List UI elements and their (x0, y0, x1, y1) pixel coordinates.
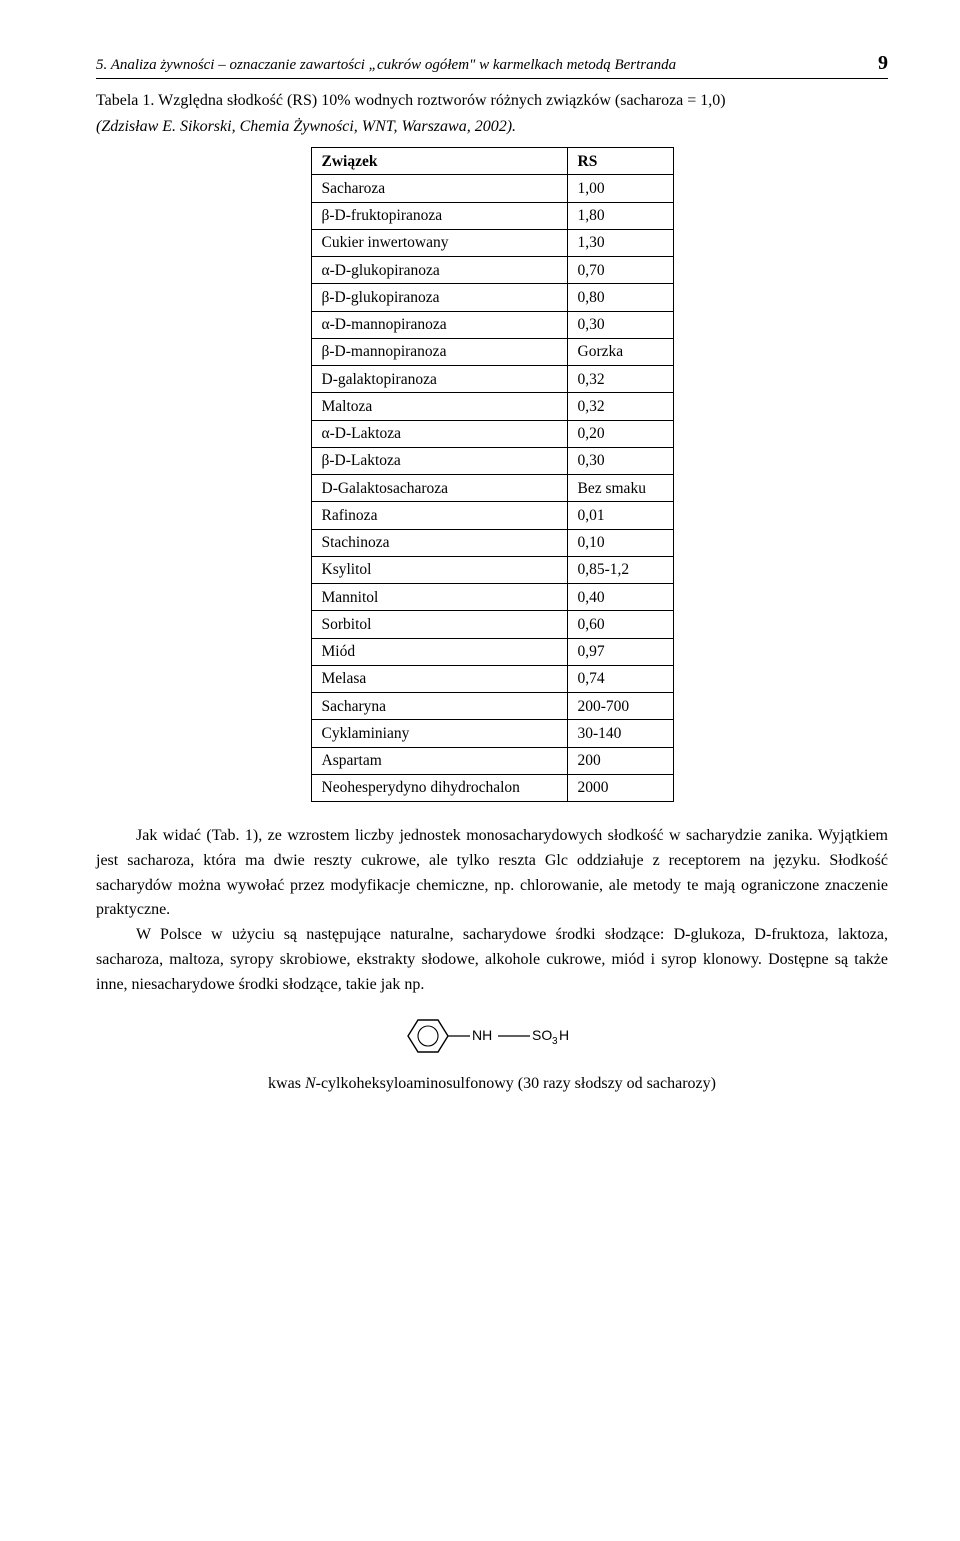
rs-cell: 0,30 (567, 311, 673, 338)
compound-cell: α-D-Laktoza (311, 420, 567, 447)
table-header-compound: Związek (311, 148, 567, 175)
rs-cell: 0,32 (567, 393, 673, 420)
compound-cell: Maltoza (311, 393, 567, 420)
rs-cell: 0,01 (567, 502, 673, 529)
table-header-rs: RS (567, 148, 673, 175)
rs-cell: 1,80 (567, 202, 673, 229)
table-row: Sacharoza1,00 (311, 175, 673, 202)
table-row: Mannitol0,40 (311, 584, 673, 611)
rs-cell: 0,40 (567, 584, 673, 611)
compound-cell: Cukier inwertowany (311, 229, 567, 256)
table-row: Cukier inwertowany1,30 (311, 229, 673, 256)
table-row: Stachinoza0,10 (311, 529, 673, 556)
table-row: β-D-glukopiranoza0,80 (311, 284, 673, 311)
paragraph-1: Jak widać (Tab. 1), ze wzrostem liczby j… (96, 824, 888, 923)
p2-smallcaps-d2: D (754, 926, 766, 943)
table-row: Neohesperydyno dihydrochalon2000 (311, 774, 673, 801)
compound-cell: Sacharyna (311, 693, 567, 720)
table-row: α-D-glukopiranoza0,70 (311, 257, 673, 284)
table-row: Aspartam200 (311, 747, 673, 774)
rs-cell: 0,60 (567, 611, 673, 638)
formula-caption-a: kwas (268, 1075, 305, 1092)
table-row: α-D-mannopiranoza0,30 (311, 311, 673, 338)
compound-cell: D-Galaktosacharoza (311, 475, 567, 502)
page-header: 5. Analiza żywności – oznaczanie zawarto… (96, 48, 888, 79)
compound-cell: β-D-glukopiranoza (311, 284, 567, 311)
table-row: Ksylitol0,85-1,2 (311, 556, 673, 583)
formula-caption: kwas N-cylkoheksyloaminosulfonowy (30 ra… (96, 1072, 888, 1096)
sweetness-table: Związek RS Sacharoza1,00 β-D-fruktopiran… (311, 147, 674, 802)
table-row: Miód0,97 (311, 638, 673, 665)
compound-cell: Sorbitol (311, 611, 567, 638)
rs-cell: Gorzka (567, 338, 673, 365)
page-header-title: 5. Analiza żywności – oznaczanie zawarto… (96, 54, 676, 77)
table-row: Melasa0,74 (311, 665, 673, 692)
table-row: α-D-Laktoza0,20 (311, 420, 673, 447)
table-row: Maltoza0,32 (311, 393, 673, 420)
rs-cell: 0,74 (567, 665, 673, 692)
rs-cell: 30-140 (567, 720, 673, 747)
table-row: D-GalaktosacharozaBez smaku (311, 475, 673, 502)
svg-text:SO: SO (532, 1027, 552, 1043)
rs-cell: 0,32 (567, 366, 673, 393)
compound-cell: Aspartam (311, 747, 567, 774)
compound-cell: β-D-mannopiranoza (311, 338, 567, 365)
compound-cell: Cyklaminiany (311, 720, 567, 747)
table-row: β-D-Laktoza0,30 (311, 447, 673, 474)
compound-cell: Neohesperydyno dihydrochalon (311, 774, 567, 801)
table-row: Sacharyna200-700 (311, 693, 673, 720)
svg-text:H: H (559, 1027, 569, 1043)
table-row: Cyklaminiany30-140 (311, 720, 673, 747)
table-caption-source: (Zdzisław E. Sikorski, Chemia Żywności, … (96, 115, 888, 139)
compound-cell: Mannitol (311, 584, 567, 611)
rs-cell: 1,00 (567, 175, 673, 202)
formula-caption-c: -cylkoheksyloaminosulfonowy (30 razy sło… (316, 1075, 716, 1092)
formula-caption-italic-n: N (305, 1075, 316, 1092)
table-row: Sorbitol0,60 (311, 611, 673, 638)
rs-cell: 1,30 (567, 229, 673, 256)
compound-cell: α-D-mannopiranoza (311, 311, 567, 338)
svg-text:NH: NH (472, 1027, 492, 1043)
compound-cell: Melasa (311, 665, 567, 692)
chemical-formula-block: NH SO 3 H kwas N-cylkoheksyloaminosulfon… (96, 1012, 888, 1096)
rs-cell: 0,10 (567, 529, 673, 556)
table-row: β-D-fruktopiranoza1,80 (311, 202, 673, 229)
compound-cell: Stachinoza (311, 529, 567, 556)
p2-text-c: -glukoza, (685, 926, 754, 943)
compound-cell: Miód (311, 638, 567, 665)
p2-smallcaps-d1: D (674, 926, 686, 943)
rs-cell: 0,80 (567, 284, 673, 311)
benzene-ring-icon: NH SO 3 H (390, 1012, 590, 1068)
compound-cell: Sacharoza (311, 175, 567, 202)
rs-cell: 200-700 (567, 693, 673, 720)
rs-cell: 0,20 (567, 420, 673, 447)
rs-cell: 0,70 (567, 257, 673, 284)
table-caption-line1: Tabela 1. Względna słodkość (RS) 10% wod… (96, 92, 726, 109)
compound-cell: Rafinoza (311, 502, 567, 529)
table-header-row: Związek RS (311, 148, 673, 175)
compound-cell: Ksylitol (311, 556, 567, 583)
rs-cell: Bez smaku (567, 475, 673, 502)
p2-text-a: W Polsce w użyciu są następujące natural… (136, 926, 674, 943)
compound-cell: β-D-Laktoza (311, 447, 567, 474)
rs-cell: 200 (567, 747, 673, 774)
paragraph-2: W Polsce w użyciu są następujące natural… (96, 923, 888, 997)
rs-cell: 0,85-1,2 (567, 556, 673, 583)
rs-cell: 0,30 (567, 447, 673, 474)
rs-cell: 0,97 (567, 638, 673, 665)
table-row: β-D-mannopiranozaGorzka (311, 338, 673, 365)
compound-cell: β-D-fruktopiranoza (311, 202, 567, 229)
page-number: 9 (878, 48, 888, 78)
table-row: D-galaktopiranoza0,32 (311, 366, 673, 393)
rs-cell: 2000 (567, 774, 673, 801)
compound-cell: D-galaktopiranoza (311, 366, 567, 393)
compound-cell: α-D-glukopiranoza (311, 257, 567, 284)
table-row: Rafinoza0,01 (311, 502, 673, 529)
table-caption: Tabela 1. Względna słodkość (RS) 10% wod… (96, 89, 888, 113)
svg-text:3: 3 (552, 1036, 558, 1047)
